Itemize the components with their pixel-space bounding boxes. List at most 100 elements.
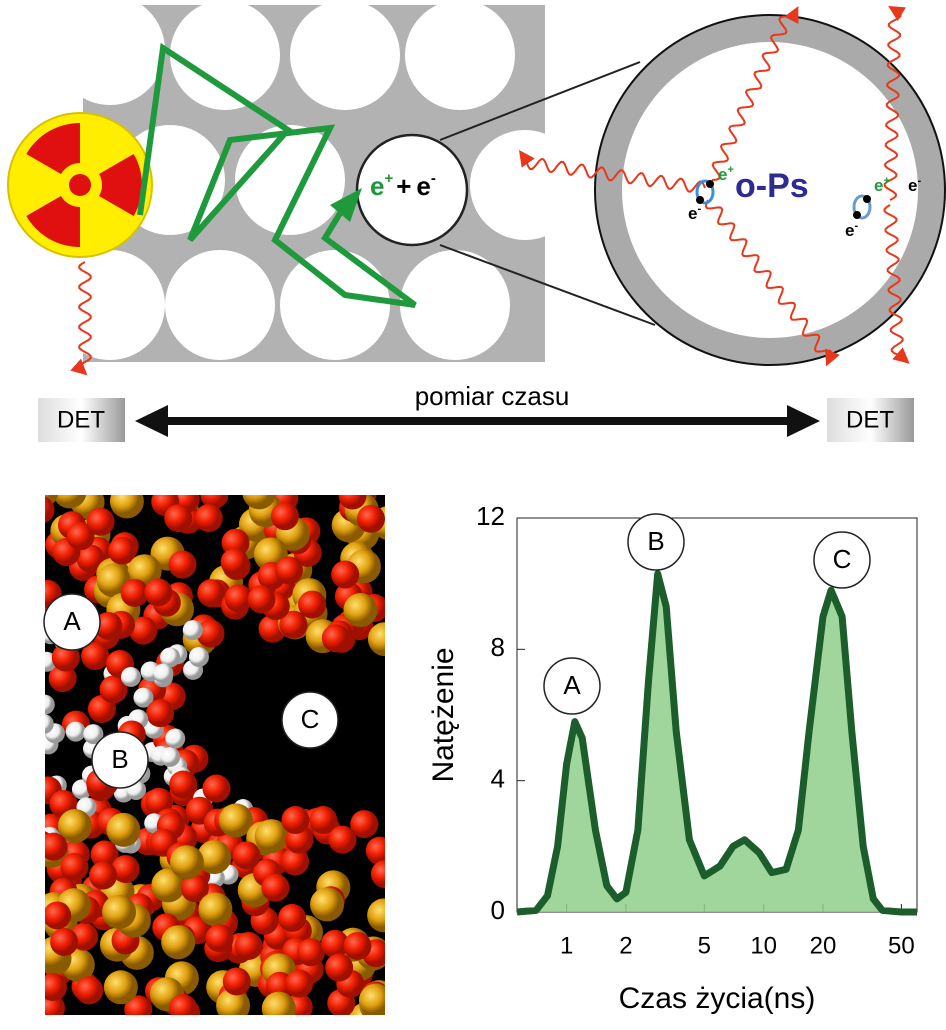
atom [247, 585, 275, 613]
ops-label: o-Ps [735, 167, 809, 205]
symbol: e [874, 176, 883, 195]
atom [39, 833, 67, 861]
detector-label: DET [846, 406, 894, 433]
atom [235, 932, 263, 960]
x-tick-label: 10 [750, 932, 777, 959]
structure-label: A [63, 606, 81, 636]
atom [50, 928, 78, 956]
symbol: e [416, 171, 430, 201]
atom [359, 984, 393, 1018]
atom [26, 496, 54, 524]
area [517, 574, 917, 912]
symbol: e [908, 176, 917, 195]
charge: - [697, 203, 701, 215]
y-tick-label: 4 [491, 764, 505, 794]
atom [75, 976, 103, 1004]
atom [325, 954, 353, 982]
charge: - [854, 220, 858, 232]
atom [34, 714, 54, 734]
atom [164, 504, 192, 532]
plus: + [396, 171, 411, 201]
atom [262, 992, 296, 1026]
atom [169, 994, 197, 1022]
x-tick-label: 50 [888, 932, 915, 959]
charge: + [727, 164, 733, 176]
atom [275, 556, 303, 584]
atom [106, 813, 140, 847]
atom [367, 898, 401, 932]
atom [195, 504, 223, 532]
atom [60, 853, 88, 881]
atom [198, 892, 232, 926]
y-tick-label: 0 [491, 895, 505, 925]
y-tick-label: 12 [476, 501, 505, 531]
atom [43, 901, 71, 929]
annotation: C [833, 544, 852, 574]
atom [53, 474, 87, 508]
x-axis-label: Czas życia(ns) [619, 982, 816, 1015]
atom [278, 904, 306, 932]
atom [328, 826, 356, 854]
structure-label: C [301, 704, 320, 734]
atom [310, 887, 344, 921]
atom [197, 579, 225, 607]
atom [368, 622, 402, 656]
atom [104, 970, 138, 1004]
atom [66, 722, 86, 742]
atom [165, 729, 185, 749]
atom [271, 502, 299, 530]
symbol: e [845, 221, 854, 240]
atom [168, 551, 196, 579]
atom [169, 771, 197, 799]
atom [24, 474, 58, 508]
charge: - [431, 170, 436, 187]
x-tick-label: 1 [560, 932, 573, 959]
atom [202, 775, 230, 803]
atom [297, 938, 325, 966]
atom [183, 620, 203, 640]
x-tick-label: 20 [810, 932, 837, 959]
y-tick-label: 8 [491, 632, 505, 662]
atom [221, 548, 249, 576]
atom [242, 475, 276, 509]
x-tick-label: 5 [698, 932, 711, 959]
atom [161, 925, 195, 959]
atom [89, 862, 117, 890]
atom [285, 970, 313, 998]
atom [322, 624, 350, 652]
atom [153, 664, 173, 684]
symbol: e [688, 204, 697, 223]
atom [371, 860, 399, 888]
atom [261, 874, 289, 902]
atom [298, 591, 326, 619]
annotation: B [647, 526, 664, 556]
atom [339, 482, 367, 510]
atom [357, 505, 385, 533]
annihilation-label: e++e- [370, 170, 436, 201]
charge: + [384, 170, 393, 187]
x-tick-label: 2 [619, 932, 632, 959]
atom [189, 647, 209, 667]
atom [160, 747, 180, 767]
structure-label: B [111, 744, 128, 774]
atom [87, 508, 115, 536]
symbol: e [718, 165, 727, 184]
atom [343, 932, 371, 960]
atom [331, 561, 359, 589]
timing-label: pomiar czasu [415, 381, 570, 411]
annotation: A [563, 670, 581, 700]
atom [35, 695, 55, 715]
figure: e++e- o-Ps e+ e- e+ e- e- DET DET pomiar… [0, 0, 946, 1030]
y-axis-label: Natężenie [427, 647, 460, 782]
charge: + [883, 175, 889, 187]
charge: - [917, 175, 921, 187]
detector-label: DET [57, 406, 105, 433]
atom [233, 841, 261, 869]
molecular-structure [24, 474, 405, 1030]
atom [343, 593, 377, 627]
atom [366, 837, 394, 865]
radiation-source [8, 113, 152, 257]
atom [121, 667, 141, 687]
atom [206, 924, 234, 952]
